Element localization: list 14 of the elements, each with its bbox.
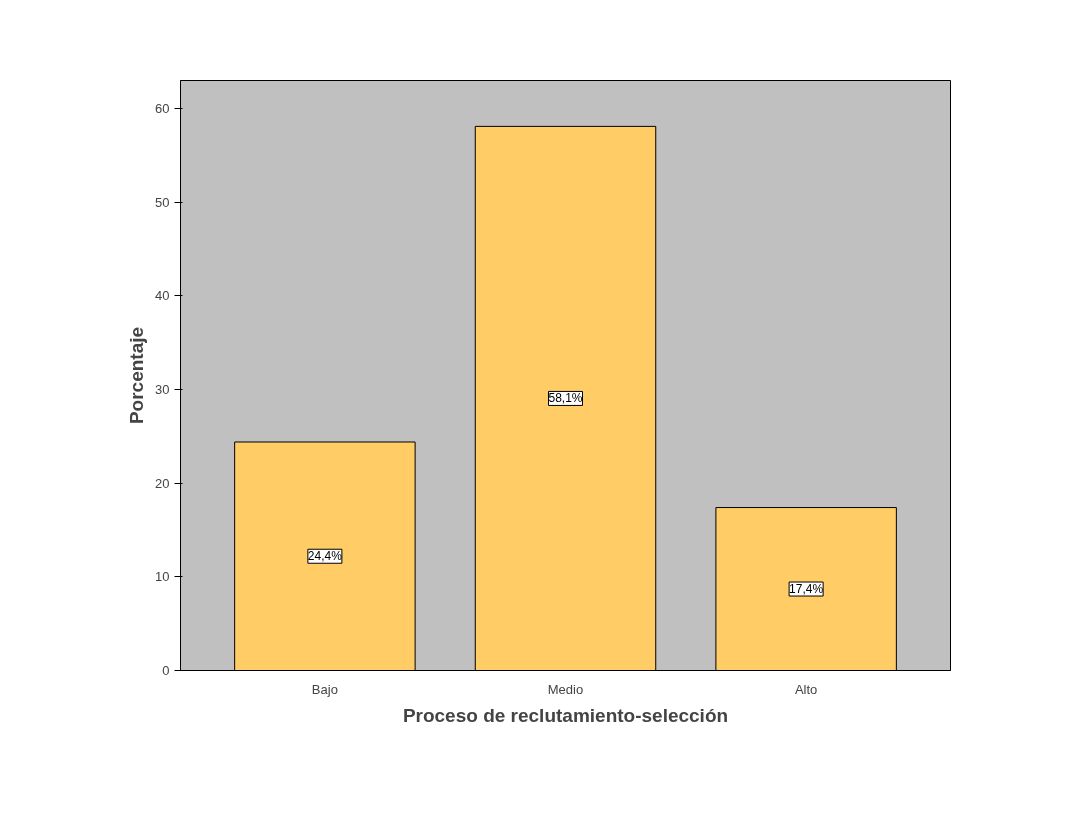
x-tick-label: Medio bbox=[547, 681, 584, 697]
y-tick-label: 40 bbox=[155, 288, 170, 304]
y-tick-label: 30 bbox=[155, 382, 170, 398]
y-axis-title: Porcentaje bbox=[126, 326, 148, 425]
x-tick-label: Alto bbox=[794, 681, 818, 697]
y-tick-label: 10 bbox=[155, 569, 170, 585]
data-label: 58,1% bbox=[548, 391, 583, 406]
y-tick-label: 50 bbox=[155, 194, 170, 210]
y-tick-label: 20 bbox=[155, 475, 170, 491]
y-tick-label: 60 bbox=[155, 101, 170, 117]
data-label: 17,4% bbox=[789, 582, 824, 597]
x-tick-label: Bajo bbox=[311, 681, 338, 697]
x-axis-title: Proceso de reclutamiento-selección bbox=[402, 704, 729, 726]
y-tick-label: 0 bbox=[162, 663, 170, 678]
